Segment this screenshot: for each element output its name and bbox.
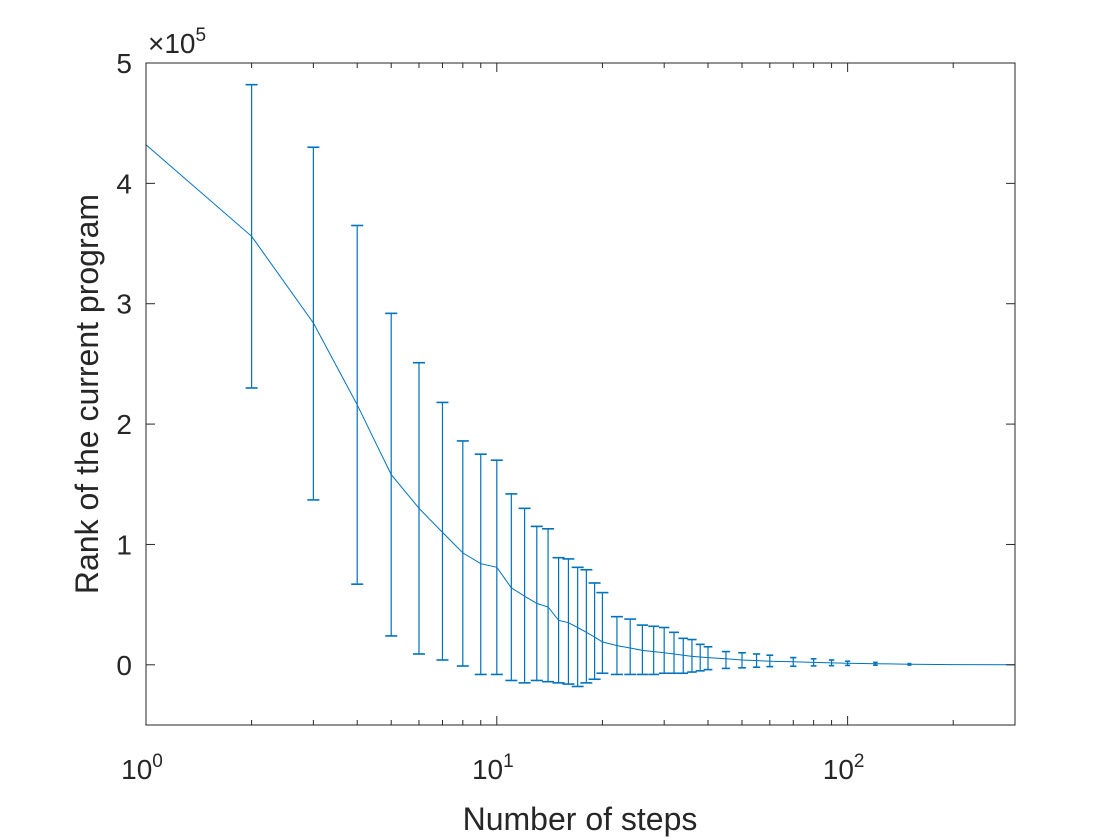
error-bar: [873, 661, 878, 666]
error-bar: [648, 625, 660, 676]
plot-area-background: [146, 63, 1015, 725]
error-bar: [351, 224, 364, 585]
error-bar: [687, 638, 697, 673]
error-bar: [810, 657, 817, 667]
y-axis-label: Rank of the current program: [69, 194, 105, 594]
error-bar: [596, 591, 609, 675]
y-tick-label: 0: [116, 650, 132, 681]
error-bar: [588, 582, 601, 681]
error-bar: [518, 507, 531, 684]
error-bar: [678, 637, 689, 675]
error-bar: [505, 493, 518, 682]
error-bar: [752, 653, 761, 669]
x-axis-label: Number of steps: [463, 801, 698, 837]
y-tick-label: 4: [116, 168, 132, 199]
error-bar: [552, 556, 565, 684]
error-bar: [245, 83, 258, 389]
series-line: [145, 144, 1016, 666]
error-bar: [766, 654, 774, 668]
error-bar: [721, 650, 731, 670]
error-bar: [571, 566, 584, 688]
error-bar: [474, 453, 487, 676]
error-bar: [738, 651, 746, 669]
error-bar: [385, 312, 398, 637]
y-tick-label: 1: [116, 529, 132, 560]
error-bar: [695, 643, 705, 672]
error-bar: [636, 624, 649, 676]
error-bar: [624, 618, 637, 676]
error-bar: [490, 459, 503, 676]
error-bar: [703, 645, 713, 671]
error-bar: [542, 528, 555, 683]
error-bar: [790, 656, 797, 668]
y-axis-exponent: ×105: [148, 25, 206, 59]
error-bar: [456, 440, 469, 667]
error-bar: [307, 146, 320, 501]
series-layer: [145, 83, 1016, 688]
plot-frame: [145, 62, 1016, 726]
error-bar: [530, 525, 543, 682]
x-tick-label: 100: [121, 751, 163, 785]
error-bar: [845, 660, 851, 667]
error-bar: [907, 662, 912, 666]
error-bar: [828, 659, 835, 667]
error-bar: [562, 558, 575, 685]
error-bar: [580, 568, 593, 684]
error-bar: [610, 615, 623, 676]
y-tick-label: 2: [116, 409, 132, 440]
error-bar: [658, 626, 670, 675]
x-tick-label: 101: [472, 751, 514, 785]
y-tick-label: 3: [116, 289, 132, 320]
x-tick-label: 102: [823, 751, 865, 785]
error-bar: [669, 631, 680, 675]
y-tick-label: 5: [116, 48, 132, 79]
error-bar: [436, 401, 449, 661]
error-bar: [412, 361, 425, 655]
